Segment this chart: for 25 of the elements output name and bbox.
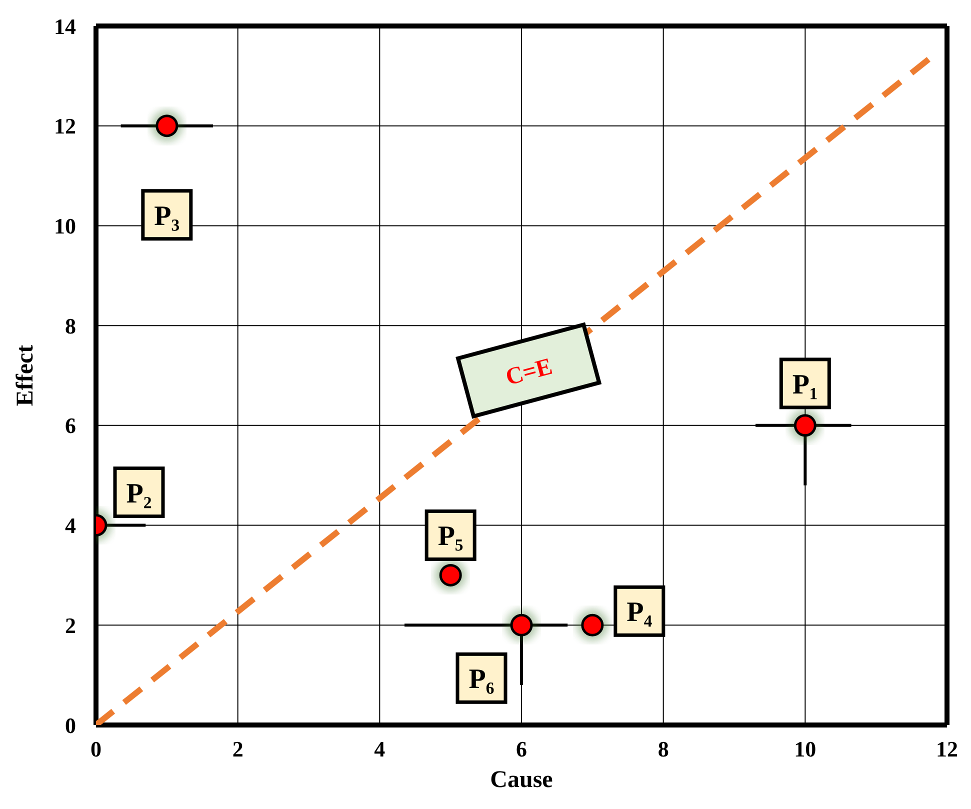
annotation: P₃ — [154, 200, 180, 232]
x-tick-label: 12 — [936, 736, 958, 762]
y-tick-label: 2 — [65, 612, 76, 638]
x-tick-label: 6 — [516, 736, 527, 762]
y-tick-label: 6 — [65, 413, 76, 438]
y-tick-label: 14 — [54, 14, 76, 39]
annotation: P₄ — [626, 597, 653, 628]
annotation: P₁ — [792, 369, 818, 400]
annotation: P₅ — [438, 521, 464, 552]
annotation: C=E — [503, 354, 556, 392]
annotation: P₂ — [126, 478, 152, 510]
x-tick-label: 8 — [658, 736, 669, 762]
x-tick-label: 10 — [794, 736, 816, 762]
x-tick-label: 0 — [90, 736, 102, 762]
y-tick-label: 10 — [54, 214, 76, 239]
y-tick-label: 0 — [65, 712, 76, 738]
y-axis-title: Effect — [12, 344, 39, 406]
annotation: P₆ — [468, 664, 494, 696]
x-axis-title: Cause — [490, 767, 554, 793]
x-tick-label: 4 — [374, 736, 386, 762]
x-tick-label: 2 — [232, 736, 244, 762]
y-tick-label: 8 — [65, 313, 76, 338]
y-tick-label: 12 — [54, 114, 76, 139]
callout-box: C=E — [456, 322, 602, 419]
y-tick-label: 4 — [65, 513, 76, 538]
